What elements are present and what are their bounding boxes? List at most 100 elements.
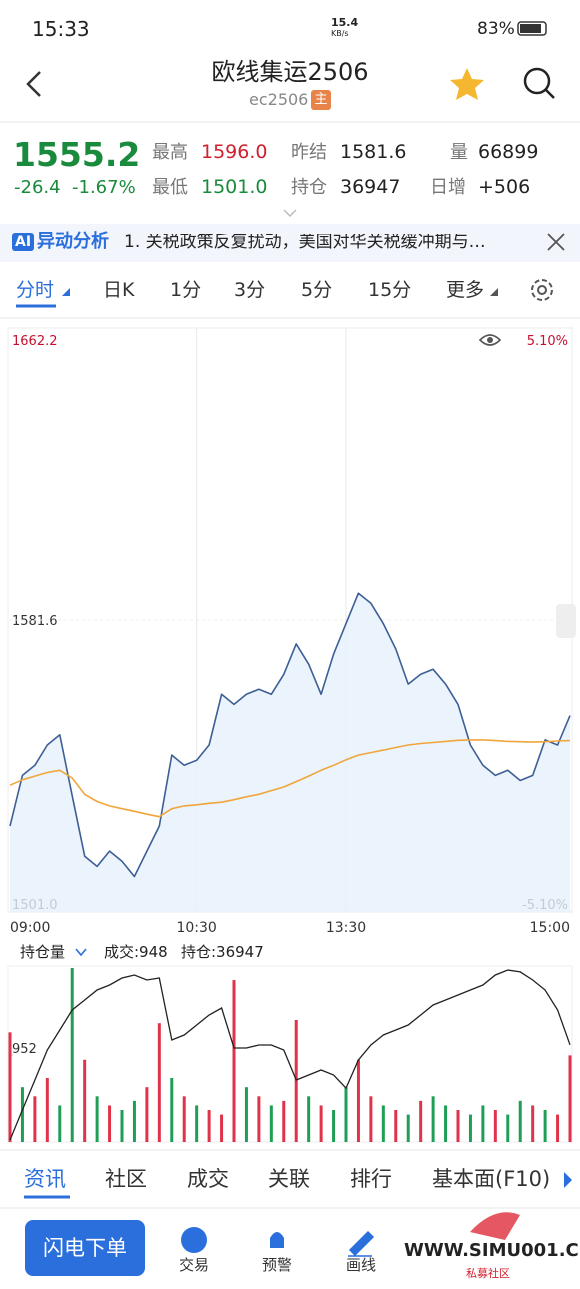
order-button-label[interactable]: 闪电下单 — [43, 1236, 127, 1260]
oi-readout: 持仓:36947 — [181, 943, 264, 961]
draw-icon[interactable] — [348, 1230, 375, 1257]
tab[interactable]: 5分 — [301, 279, 333, 301]
y-tick-label: 1662.2 — [12, 334, 58, 349]
volume-bar — [431, 1096, 435, 1142]
ai-badge: AI — [12, 233, 35, 251]
volume-bar — [157, 1023, 161, 1142]
volume-bar — [356, 1059, 360, 1142]
bottom-tab[interactable]: 成交 — [187, 1167, 229, 1191]
volume-bar — [83, 1059, 87, 1142]
stat-label: 最高 — [152, 142, 188, 163]
search-button[interactable] — [523, 67, 551, 95]
indicator-selector[interactable]: 持仓量 — [20, 943, 66, 961]
volume-bar — [556, 1114, 560, 1142]
volume-bar — [381, 1105, 385, 1142]
volume-bar — [20, 1087, 24, 1142]
news-text[interactable]: 1. 关税政策反复扰动，美国对华关税缓冲期与… — [124, 234, 486, 251]
price-change: -26.4 — [14, 177, 61, 198]
volume-bar — [45, 1078, 49, 1142]
x-tick-label: 09:00 — [10, 920, 50, 936]
volume-bar — [518, 1100, 522, 1142]
alert-icon[interactable] — [270, 1232, 284, 1248]
volume-bar — [95, 1096, 99, 1142]
watermark-name: 私募社区 — [466, 1267, 510, 1280]
battery-level-text: 83% — [477, 19, 515, 39]
last-price: 1555.2 — [13, 135, 141, 174]
contract-code: ec2506 — [249, 90, 309, 109]
favorite-button[interactable] — [450, 68, 484, 100]
tab[interactable]: 分时 — [16, 279, 55, 301]
battery-level — [520, 24, 541, 33]
stat-value: 1581.6 — [340, 141, 407, 163]
volume-bar — [220, 1114, 224, 1142]
bottom-tab[interactable]: 排行 — [350, 1167, 392, 1191]
volume-bar — [543, 1110, 547, 1142]
price-area — [10, 593, 570, 912]
net-unit: KB/s — [331, 29, 349, 38]
watermark-logo — [470, 1212, 520, 1240]
bottom-tab[interactable]: 基本面(F10) — [432, 1167, 551, 1191]
action-label[interactable]: 画线 — [346, 1256, 377, 1274]
eye-button[interactable] — [478, 334, 502, 346]
tab[interactable]: 更多 — [446, 279, 485, 301]
tab-corner — [62, 288, 70, 296]
volume-bar — [108, 1105, 112, 1142]
volume-bar — [207, 1110, 211, 1142]
stat-label: 量 — [450, 142, 468, 163]
status-time: 15:33 — [32, 17, 90, 41]
price-line — [9, 592, 571, 878]
news-bar — [0, 224, 580, 262]
action-label[interactable]: 预警 — [262, 1256, 293, 1274]
stat-value: 1501.0 — [201, 176, 268, 198]
tab[interactable]: 1分 — [170, 279, 202, 301]
expand-arrow[interactable] — [283, 209, 297, 218]
dropdown-arrow[interactable] — [75, 948, 87, 957]
y-tick-label: 952 — [12, 1042, 37, 1057]
settings-button[interactable] — [531, 279, 553, 301]
x-tick-label: 13:30 — [326, 920, 366, 936]
tab[interactable]: 15分 — [368, 279, 412, 301]
volume-bar — [481, 1105, 485, 1142]
net-speed: 15.4 — [331, 16, 359, 29]
x-tick-label: 10:30 — [176, 920, 216, 936]
page-title: 欧线集运2506 — [211, 58, 369, 86]
volume-bar — [269, 1105, 273, 1142]
stat-label: 最低 — [152, 177, 188, 198]
eye-pupil — [487, 337, 493, 343]
open-interest-line — [9, 969, 571, 1141]
search-handle — [545, 89, 555, 99]
volume-bar — [456, 1110, 460, 1142]
volume-bar — [195, 1105, 199, 1142]
side-handle[interactable] — [556, 604, 576, 638]
y-tick-label: 1581.6 — [12, 614, 58, 629]
bottom-tab[interactable]: 社区 — [105, 1167, 147, 1191]
volume-bar — [369, 1096, 373, 1142]
stat-value: +506 — [478, 176, 531, 198]
stat-label: 持仓 — [291, 177, 327, 198]
volume-bar — [145, 1087, 149, 1142]
volume-frame — [7, 965, 573, 1143]
order-button[interactable] — [25, 1220, 145, 1276]
volume-bar — [182, 1096, 186, 1142]
back-button[interactable] — [26, 71, 41, 97]
bottom-tab[interactable]: 关联 — [268, 1167, 310, 1191]
volume-bar — [468, 1114, 472, 1142]
volume-bar — [506, 1114, 510, 1142]
y2-tick-label: 5.10% — [527, 334, 568, 349]
x-tick-label: 15:00 — [530, 920, 570, 936]
action-label[interactable]: 交易 — [179, 1256, 210, 1274]
more-tabs[interactable] — [564, 1172, 572, 1188]
volume-bar — [58, 1105, 62, 1142]
bottom-tab[interactable]: 资讯 — [24, 1167, 66, 1191]
volume-bar — [132, 1100, 136, 1142]
trade-icon[interactable] — [181, 1227, 207, 1253]
tab[interactable]: 日K — [103, 279, 135, 301]
tab[interactable]: 3分 — [234, 279, 266, 301]
volume-bar — [120, 1110, 124, 1142]
stat-label: 日增 — [430, 177, 466, 198]
volume-bar — [244, 1087, 248, 1142]
watermark-url: WWW.SIMU001.CN — [404, 1240, 580, 1261]
close-news[interactable] — [547, 233, 565, 251]
news-tag[interactable]: 异动分析 — [37, 231, 109, 252]
